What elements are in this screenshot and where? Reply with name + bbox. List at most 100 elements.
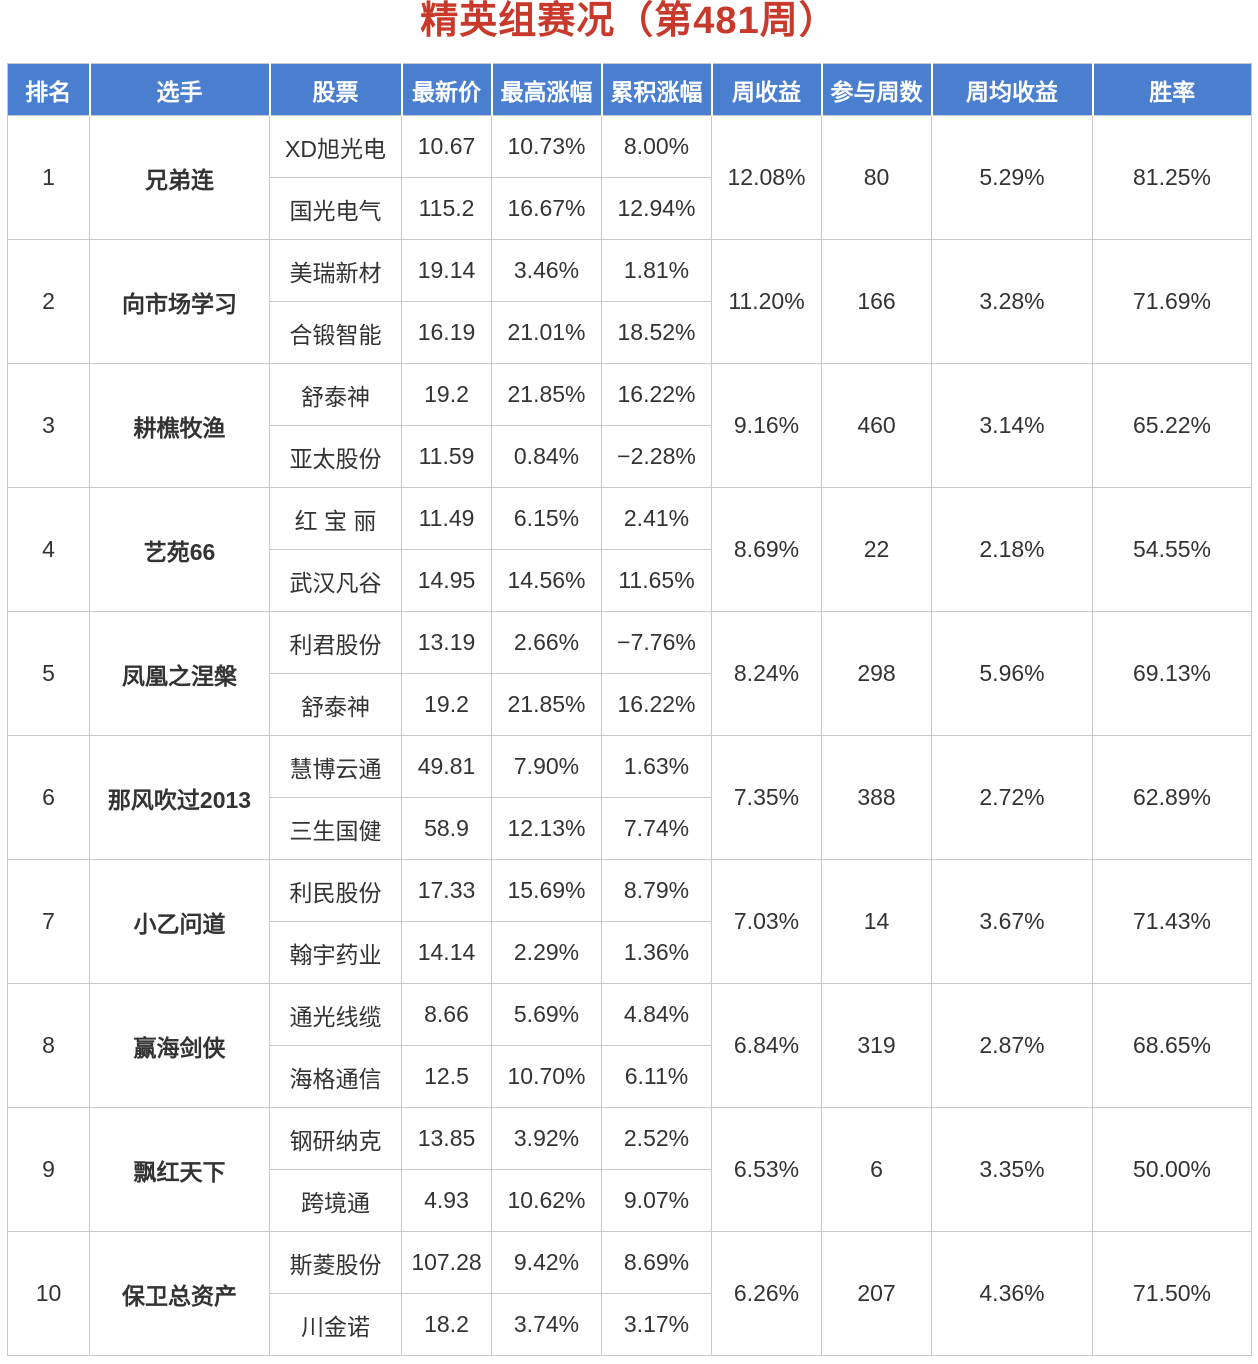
price-cell: 19.14 [401,239,492,302]
weekly-return-cell: 8.69% [711,487,822,612]
avg-return-cell: 4.36% [931,1231,1093,1356]
header-win-rate: 胜率 [1092,63,1252,116]
weekly-return-cell: 7.35% [711,735,822,860]
player-name-link[interactable]: 艺苑66 [89,487,270,612]
stock-name-link[interactable]: 舒泰神 [269,673,402,736]
table-row: 武汉凡谷 14.95 14.56% 11.65% [8,549,1252,612]
stock-name-link[interactable]: 利君股份 [269,611,402,674]
header-rank: 排名 [7,63,91,116]
max-gain-cell: 21.01% [491,301,602,364]
cum-gain-cell: 9.07% [601,1169,712,1232]
max-gain-cell: 14.56% [491,549,602,612]
stock-name-link[interactable]: 亚太股份 [269,425,402,488]
rank-cell: 7 [7,859,90,984]
max-gain-cell: 2.29% [491,921,602,984]
player-name-link[interactable]: 保卫总资产 [89,1231,270,1356]
max-gain-cell: 16.67% [491,177,602,240]
cum-gain-cell: 4.84% [601,983,712,1046]
header-max-gain: 最高涨幅 [491,63,603,116]
max-gain-cell: 3.74% [491,1293,602,1356]
stock-name-link[interactable]: 通光线缆 [269,983,402,1046]
weekly-return-cell: 11.20% [711,239,822,364]
stock-name-link[interactable]: 武汉凡谷 [269,549,402,612]
stock-name-link[interactable]: 钢研纳克 [269,1107,402,1170]
max-gain-cell: 12.13% [491,797,602,860]
stock-name-link[interactable]: 海格通信 [269,1045,402,1108]
table-row: 合锻智能 16.19 21.01% 18.52% [8,301,1252,364]
stock-name-link[interactable]: 慧博云通 [269,735,402,798]
player-name-link[interactable]: 小乙问道 [89,859,270,984]
price-cell: 107.28 [401,1231,492,1294]
stock-name-link[interactable]: 跨境通 [269,1169,402,1232]
weeks-cell: 14 [821,859,932,984]
weekly-return-cell: 8.24% [711,611,822,736]
max-gain-cell: 7.90% [491,735,602,798]
cum-gain-cell: 16.22% [601,673,712,736]
player-name-link[interactable]: 飘红天下 [89,1107,270,1232]
header-stock: 股票 [269,63,403,116]
avg-return-cell: 3.14% [931,363,1093,488]
weeks-cell: 319 [821,983,932,1108]
table-row: 4 艺苑66 红 宝 丽 11.49 6.15% 2.41% 8.69% 22 2.18% 54.… [7,487,1252,612]
weekly-return-cell: 9.16% [711,363,822,488]
stock-name-link[interactable]: 美瑞新材 [269,239,402,302]
win-rate-cell: 71.43% [1092,859,1252,984]
player-name-link[interactable]: 凤凰之涅槃 [89,611,270,736]
stock-name-link[interactable]: 斯菱股份 [269,1231,402,1294]
cum-gain-cell: 2.52% [601,1107,712,1170]
price-cell: 18.2 [401,1293,492,1356]
cum-gain-cell: 16.22% [601,363,712,426]
price-cell: 11.49 [401,487,492,550]
win-rate-cell: 81.25% [1092,115,1252,240]
stock-name-link[interactable]: 舒泰神 [269,363,402,426]
weekly-return-cell: 6.26% [711,1231,822,1356]
header-weekly-return: 周收益 [711,63,823,116]
win-rate-cell: 50.00% [1092,1107,1252,1232]
rank-cell: 3 [7,363,90,488]
avg-return-cell: 5.96% [931,611,1093,736]
weekly-return-cell: 7.03% [711,859,822,984]
table-row: 亚太股份 11.59 0.84% −2.28% [8,425,1252,488]
header-player: 选手 [89,63,271,116]
price-cell: 4.93 [401,1169,492,1232]
stock-name-link[interactable]: 国光电气 [269,177,402,240]
price-cell: 58.9 [401,797,492,860]
stock-name-link[interactable]: 红 宝 丽 [269,487,402,550]
player-name-link[interactable]: 耕樵牧渔 [89,363,270,488]
price-cell: 115.2 [401,177,492,240]
stock-name-link[interactable]: XD旭光电 [269,115,402,178]
rank-cell: 4 [7,487,90,612]
stock-name-link[interactable]: 三生国健 [269,797,402,860]
max-gain-cell: 21.85% [491,363,602,426]
max-gain-cell: 10.62% [491,1169,602,1232]
rank-cell: 2 [7,239,90,364]
weekly-return-cell: 12.08% [711,115,822,240]
avg-return-cell: 5.29% [931,115,1093,240]
stock-name-link[interactable]: 川金诺 [269,1293,402,1356]
rank-cell: 10 [7,1231,90,1356]
table-row: 3 耕樵牧渔 舒泰神 19.2 21.85% 16.22% 9.16% 460 3.14% 65.… [7,363,1252,488]
max-gain-cell: 10.73% [491,115,602,178]
cum-gain-cell: 1.63% [601,735,712,798]
max-gain-cell: 2.66% [491,611,602,674]
avg-return-cell: 2.18% [931,487,1093,612]
player-name-link[interactable]: 向市场学习 [89,239,270,364]
win-rate-cell: 71.50% [1092,1231,1252,1356]
price-cell: 16.19 [401,301,492,364]
weekly-return-cell: 6.84% [711,983,822,1108]
stock-name-link[interactable]: 翰宇药业 [269,921,402,984]
player-name-link[interactable]: 赢海剑侠 [89,983,270,1108]
win-rate-cell: 54.55% [1092,487,1252,612]
cum-gain-cell: −2.28% [601,425,712,488]
table-row: 9 飘红天下 钢研纳克 13.85 3.92% 2.52% 6.53% 6 3.35% 50.00… [7,1107,1252,1232]
price-cell: 17.33 [401,859,492,922]
player-name-link[interactable]: 那风吹过2013 [89,735,270,860]
stock-name-link[interactable]: 合锻智能 [269,301,402,364]
rank-cell: 8 [7,983,90,1108]
weeks-cell: 460 [821,363,932,488]
max-gain-cell: 6.15% [491,487,602,550]
price-cell: 13.19 [401,611,492,674]
player-name-link[interactable]: 兄弟连 [89,115,270,240]
stock-name-link[interactable]: 利民股份 [269,859,402,922]
max-gain-cell: 0.84% [491,425,602,488]
